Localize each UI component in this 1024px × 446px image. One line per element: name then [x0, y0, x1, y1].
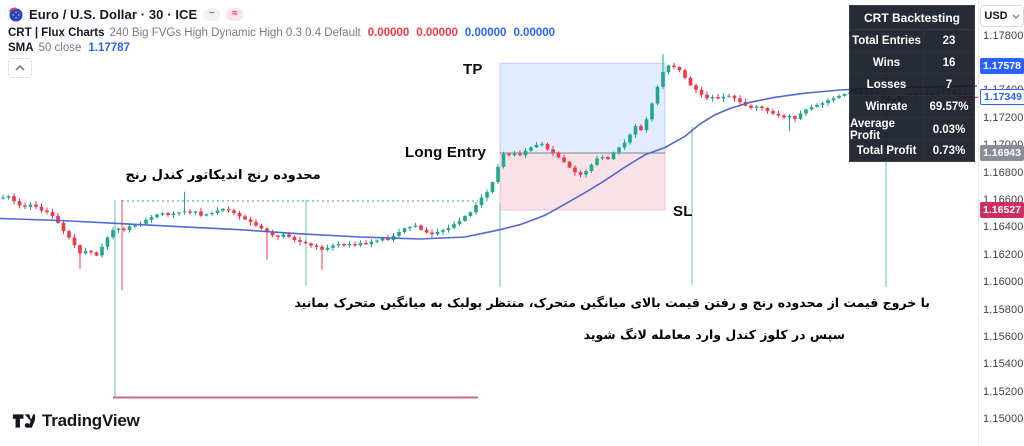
panel-row-value: 23 — [923, 30, 974, 51]
panel-row-label: Average Profit — [850, 118, 895, 142]
price-tick: 1.16400 — [983, 221, 1024, 234]
eur-flag-icon — [8, 6, 23, 22]
chevron-down-icon — [1012, 14, 1020, 19]
price-tick: 1.16200 — [983, 248, 1024, 261]
candles-layer — [1, 54, 973, 270]
symbol-title[interactable]: Euro / U.S. Dollar · 30 · ICE — [29, 6, 198, 22]
collapse-legend-button[interactable] — [8, 58, 32, 78]
price-tick: 1.16000 — [983, 276, 1024, 289]
tradingview-logo-icon — [12, 414, 35, 428]
strategy-note-line2: سپس در کلوز کندل وارد معامله لانگ شوید — [583, 327, 845, 342]
currency-selector[interactable]: USD — [980, 5, 1024, 27]
sma-params: 50 close — [38, 42, 82, 54]
chevron-up-icon — [15, 65, 25, 71]
indicator-name: CRT | Flux Charts — [8, 27, 105, 39]
price-badge-blue: 1.17578 — [980, 58, 1024, 75]
indicator-params: 240 Big FVGs High Dynamic High 0.3 0.4 D… — [109, 27, 361, 39]
price-tick: 1.15000 — [983, 413, 1024, 426]
sl-label: SL — [673, 203, 693, 220]
tp-zone — [499, 62, 666, 154]
range-annotation: محدوده رنج اندیکاتور کندل رنج — [125, 168, 321, 183]
panel-row: Wins 16 — [850, 52, 974, 74]
indicator-value: 0.00000 — [464, 27, 507, 39]
panel-row: Losses 7 — [850, 74, 974, 96]
sl-zone — [499, 152, 666, 211]
price-tick: 1.15800 — [983, 303, 1024, 316]
panel-row-label: Winrate — [865, 100, 908, 113]
price-tick: 1.17200 — [983, 111, 1024, 124]
panel-row-value: 69.57% — [923, 96, 974, 117]
price-tick: 1.15400 — [983, 358, 1024, 371]
panel-row-label: Wins — [872, 56, 901, 69]
currency-label: USD — [984, 10, 1008, 22]
long-position-zones — [499, 62, 666, 211]
sma-value: 1.17787 — [88, 42, 130, 54]
panel-title: CRT Backtesting — [850, 6, 974, 30]
panel-row-value: 16 — [923, 52, 974, 73]
hide-indicator-icon[interactable]: − — [203, 7, 221, 21]
panel-row: Winrate 69.57% — [850, 96, 974, 118]
sma-50-line — [0, 85, 978, 240]
indicator-value: 0.00000 — [513, 27, 556, 39]
panel-row-value: 7 — [923, 74, 974, 95]
tp-label: TP — [463, 61, 483, 78]
crt-backtesting-panel[interactable]: CRT Backtesting Total Entries 23 Wins 16 Los… — [849, 5, 975, 162]
sma-row[interactable]: SMA 50 close 1.17787 — [8, 42, 555, 54]
indicator-row[interactable]: CRT | Flux Charts 240 Big FVGs High Dyna… — [8, 27, 555, 39]
price-tick: 1.16800 — [983, 166, 1024, 179]
chart-legend: Euro / U.S. Dollar · 30 · ICE − ≈ CRT | … — [8, 4, 555, 55]
price-axis[interactable]: 1.178001.174001.172001.170001.168001.166… — [978, 0, 1024, 446]
symbol-row[interactable]: Euro / U.S. Dollar · 30 · ICE − ≈ — [8, 4, 555, 24]
price-tick: 1.15600 — [983, 330, 1024, 343]
panel-row: Total Profit 0.73% — [850, 140, 974, 161]
panel-row-value: 0.03% — [923, 118, 974, 142]
price-badge-gray: 1.16943 — [980, 145, 1024, 161]
indicator-value: 0.00000 — [416, 27, 458, 39]
panel-row-label: Total Profit — [856, 144, 917, 157]
panel-row: Total Entries 23 — [850, 30, 974, 52]
panel-row-label: Losses — [866, 78, 907, 91]
panel-row: Average Profit 0.03% — [850, 118, 974, 142]
price-badge-crimson: 1.16527 — [980, 202, 1024, 218]
indicator-values: 0.00000 0.00000 0.00000 0.00000 — [361, 27, 555, 39]
panel-row-value: 0.73% — [923, 140, 974, 161]
sma-name: SMA — [8, 42, 34, 54]
indicator-value: 0.00000 — [367, 27, 410, 39]
long-entry-label: Long Entry — [405, 144, 487, 161]
approx-price-icon[interactable]: ≈ — [226, 7, 244, 21]
price-tick: 1.17800 — [983, 29, 1024, 42]
tradingview-logo-text: TradingView — [42, 411, 140, 430]
panel-row-label: Total Entries — [852, 34, 921, 47]
tradingview-logo[interactable]: TradingView — [12, 411, 140, 431]
price-badge-outline: 1.17349 — [980, 89, 1024, 106]
price-tick: 1.15200 — [983, 385, 1024, 398]
strategy-note-line1: با خروج قیمت از محدوده رنج و رفتن قیمت ب… — [294, 295, 930, 310]
